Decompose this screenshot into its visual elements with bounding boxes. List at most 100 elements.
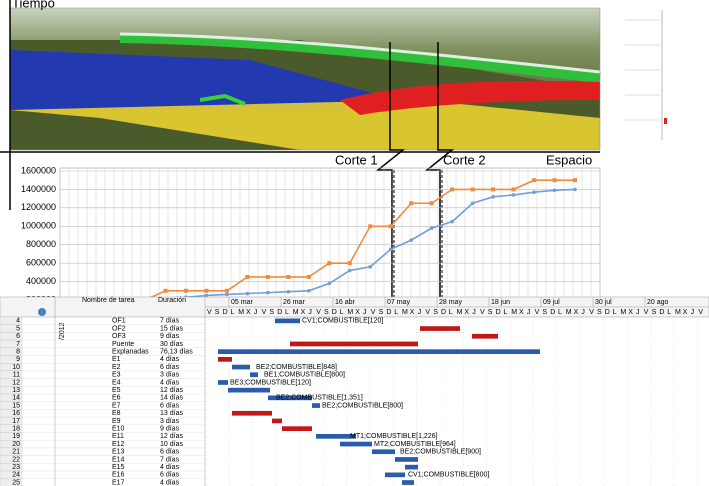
point <box>552 188 557 193</box>
gantt-bar <box>316 434 356 439</box>
day-letter: M <box>402 309 408 316</box>
task-name: E9 <box>112 418 121 425</box>
info-icon <box>38 308 46 316</box>
gantt-bar <box>228 387 270 393</box>
task-duration: 4 días <box>160 479 180 486</box>
series-line <box>144 179 575 301</box>
y-tick-label: 600000 <box>26 258 56 268</box>
row-id: 12 <box>12 379 20 386</box>
bar-label: BE2;COMBUSTIBLE[1,351] <box>276 395 363 402</box>
task-duration: 3 días <box>160 418 180 425</box>
point <box>245 274 250 279</box>
day-letter: J <box>636 309 640 316</box>
day-letter: V <box>480 309 485 316</box>
point <box>204 293 209 298</box>
gantt-bar <box>218 357 232 362</box>
gantt-bar <box>218 349 540 354</box>
day-letter: L <box>285 309 289 316</box>
date-header: 20 ago <box>647 299 669 306</box>
y-tick-label: 1400000 <box>21 184 56 194</box>
task-duration: 9 días <box>160 333 180 340</box>
task-duration: 9 días <box>160 425 180 432</box>
day-letter: D <box>550 309 555 316</box>
day-letter: M <box>620 309 626 316</box>
day-letter: V <box>535 309 540 316</box>
row-id: 11 <box>13 372 20 379</box>
point <box>347 261 352 266</box>
day-letter: J <box>308 309 312 316</box>
day-letter: L <box>667 309 671 316</box>
day-letter: V <box>425 309 430 316</box>
point <box>532 190 536 194</box>
x-axis-label: Espacio <box>546 152 592 167</box>
task-duration: 6 días <box>160 449 180 456</box>
day-letter: L <box>230 309 234 316</box>
day-letter: M <box>347 309 353 316</box>
row-id: 9 <box>16 356 20 363</box>
task-duration: 12 días <box>160 387 183 394</box>
point <box>429 201 434 206</box>
task-name: E16 <box>112 472 125 479</box>
point <box>511 193 516 197</box>
day-letter: J <box>581 309 585 316</box>
task-duration: 4 días <box>160 379 180 386</box>
row-id-cell <box>0 478 23 486</box>
task-name: E1 <box>112 356 121 363</box>
year: /2012 <box>59 322 66 340</box>
point <box>368 265 373 269</box>
task-name: E3 <box>112 372 121 379</box>
row-id: 16 <box>12 410 20 417</box>
point <box>491 195 495 199</box>
day-letter: V <box>698 309 703 316</box>
point <box>163 288 168 293</box>
day-letter: M <box>675 309 681 316</box>
point <box>327 281 332 286</box>
point <box>327 261 332 266</box>
day-letter: J <box>691 309 695 316</box>
row-id: 15 <box>12 402 20 409</box>
day-letter: X <box>246 309 251 316</box>
day-letter: M <box>511 309 517 316</box>
day-letter: V <box>589 309 594 316</box>
bar-label: BE2;COMBUSTIBLE[900] <box>400 449 481 456</box>
point <box>450 187 455 192</box>
point <box>225 292 229 297</box>
row-id: 21 <box>12 449 20 456</box>
row-id: 22 <box>12 456 20 463</box>
point <box>307 288 311 293</box>
task-duration: 10 días <box>160 441 183 448</box>
gantt-bar <box>272 418 282 424</box>
day-letter: S <box>542 309 547 316</box>
point <box>245 291 250 296</box>
task-name: E14 <box>112 456 125 463</box>
point <box>470 187 475 192</box>
task-name: E11 <box>112 433 124 440</box>
day-letter: L <box>394 309 398 316</box>
day-letter: S <box>597 309 602 316</box>
task-name: Puente <box>112 341 134 348</box>
task-name: OF1 <box>112 318 126 325</box>
point <box>224 288 229 293</box>
task-duration: 15 días <box>160 325 183 332</box>
point <box>470 201 475 206</box>
date-header: 16 abr <box>335 299 356 306</box>
bar-label: BE2;COMBUSTIBLE[848] <box>256 364 337 371</box>
gantt-bar <box>385 472 405 478</box>
day-letter: X <box>628 309 633 316</box>
point <box>409 238 413 242</box>
point <box>286 274 291 279</box>
task-name: E13 <box>112 449 125 456</box>
bar-label: MT1;COMBUSTIBLE[1,226] <box>350 433 438 440</box>
task-name: E12 <box>112 441 125 448</box>
gantt-bar <box>340 441 372 447</box>
day-letter: J <box>363 309 367 316</box>
task-duration: 4 días <box>160 356 180 363</box>
point <box>306 274 311 279</box>
task-name: E7 <box>112 402 121 409</box>
annotation: Corte 1 <box>335 152 378 167</box>
day-letter: V <box>316 309 321 316</box>
bar-label: MT2;COMBUSTIBLE[964] <box>374 441 456 448</box>
day-letter: J <box>418 309 422 316</box>
day-letter: M <box>293 309 299 316</box>
